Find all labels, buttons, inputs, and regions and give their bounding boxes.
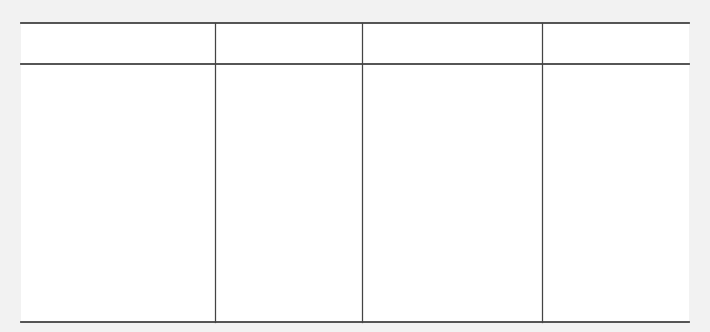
- Text: 0.31: 0.31: [270, 77, 307, 94]
- Text: $K_s$, m/s: $K_s$, m/s: [32, 161, 91, 181]
- Text: 1.45: 1.45: [597, 292, 634, 309]
- Text: 0.0259: 0.0259: [259, 206, 317, 223]
- Text: 0.508: 0.508: [591, 77, 639, 94]
- Text: Silty soil: Silty soil: [414, 35, 490, 52]
- Text: 0.06: 0.06: [270, 120, 307, 137]
- Text: Clay: Clay: [596, 35, 635, 52]
- Text: Sand: Sand: [266, 35, 311, 52]
- Text: 1.34: 1.34: [270, 292, 307, 309]
- Text: $\theta_s$: $\theta_s$: [32, 75, 50, 96]
- Text: 0.01466: 0.01466: [417, 206, 486, 223]
- Text: $\rho_b$, g/cm$^3$: $\rho_b$, g/cm$^3$: [32, 289, 111, 312]
- Text: 5.6 × 10$^{-7}$: 5.6 × 10$^{-7}$: [407, 161, 497, 181]
- Text: 2.8: 2.8: [275, 249, 302, 266]
- Text: 0.258: 0.258: [591, 120, 639, 137]
- Text: $\alpha$, cm$^{-1}$: $\alpha$, cm$^{-1}$: [32, 204, 97, 225]
- Text: 2.25 × 10$^{-5}$: 2.25 × 10$^{-5}$: [238, 161, 339, 181]
- Text: 0.044: 0.044: [591, 206, 639, 223]
- Text: 2.351: 2.351: [428, 249, 476, 266]
- Text: 0.0847: 0.0847: [422, 120, 481, 137]
- Text: 2.002: 2.002: [591, 249, 639, 266]
- Text: 0.483: 0.483: [428, 77, 476, 94]
- Text: $n$: $n$: [32, 249, 43, 266]
- Text: 1.5: 1.5: [439, 292, 465, 309]
- Text: $\theta_r$: $\theta_r$: [32, 118, 50, 139]
- Text: Parameter: Parameter: [32, 35, 124, 52]
- Text: 3.8 × 10$^{-9}$: 3.8 × 10$^{-9}$: [570, 161, 660, 181]
